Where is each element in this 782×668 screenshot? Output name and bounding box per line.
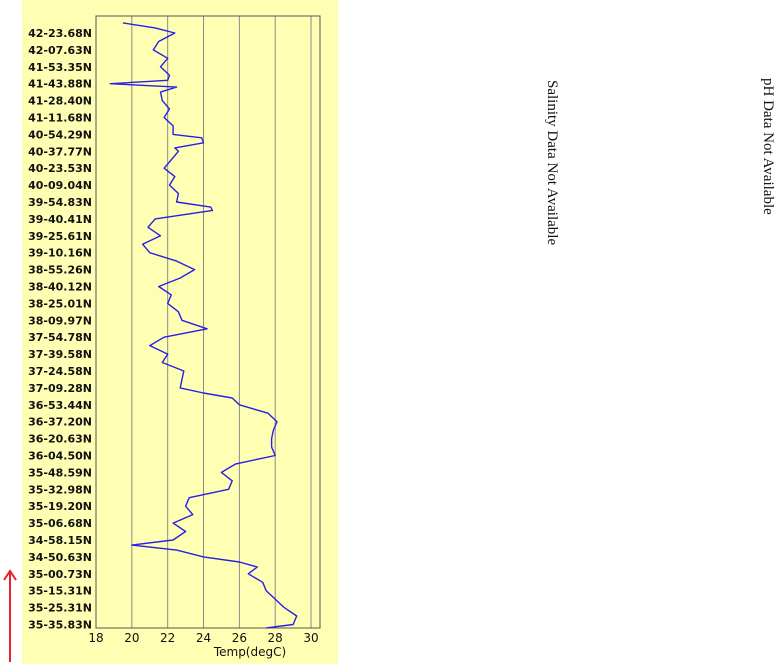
direction-arrow	[3, 569, 17, 662]
y-tick-label: 40-37.77N	[28, 145, 92, 158]
y-tick-label: 42-07.63N	[28, 44, 92, 57]
y-tick-label: 42-23.68N	[28, 27, 92, 40]
y-tick-label: 38-09.97N	[28, 314, 92, 327]
y-tick-label: 39-54.83N	[28, 196, 92, 209]
y-tick-label: 36-53.44N	[28, 399, 92, 412]
y-tick-label: 41-11.68N	[28, 112, 92, 125]
x-tick-label: 18	[88, 631, 103, 645]
y-tick-label: 37-54.78N	[28, 331, 92, 344]
y-tick-label: 37-39.58N	[28, 348, 92, 361]
y-tick-label: 39-40.41N	[28, 213, 92, 226]
y-tick-label: 37-09.28N	[28, 382, 92, 395]
plot-frame	[95, 15, 321, 629]
y-tick-label: 35-25.31N	[28, 602, 92, 615]
y-tick-label: 39-25.61N	[28, 230, 92, 243]
y-tick-label: 41-28.40N	[28, 95, 92, 108]
y-tick-label: 38-40.12N	[28, 281, 92, 294]
ph-unavailable-note: pH Data Not Available	[760, 78, 776, 215]
direction-arrow-head	[3, 569, 17, 581]
y-tick-label: 35-06.68N	[28, 517, 92, 530]
y-tick-label: 35-32.98N	[28, 483, 92, 496]
y-tick-label: 35-19.20N	[28, 500, 92, 513]
x-tick-label: 24	[196, 631, 211, 645]
salinity-unavailable-note: Salinity Data Not Available	[544, 80, 560, 246]
y-tick-label: 36-37.20N	[28, 416, 92, 429]
temperature-profile-chart: 42-23.68N 42-07.63N 41-53.35N 41-43.88N 41-2…	[28, 15, 321, 659]
y-tick-label: 40-09.04N	[28, 179, 92, 192]
y-tick-label: 35-15.31N	[28, 585, 92, 598]
y-tick-label: 34-58.15N	[28, 534, 92, 547]
y-tick-label: 41-53.35N	[28, 61, 92, 74]
y-tick-label: 35-35.83N	[28, 619, 92, 632]
y-tick-label: 38-55.26N	[28, 264, 92, 277]
x-tick-label: 28	[268, 631, 283, 645]
x-tick-label: 30	[303, 631, 318, 645]
y-tick-label: 35-48.59N	[28, 466, 92, 479]
y-tick-label: 35-00.73N	[28, 568, 92, 581]
y-tick-label: 34-50.63N	[28, 551, 92, 564]
temperature-series-line	[109, 22, 298, 629]
y-tick-label: 36-20.63N	[28, 433, 92, 446]
y-tick-label: 40-54.29N	[28, 128, 92, 141]
x-tick-label: 20	[124, 631, 139, 645]
y-tick-label: 37-24.58N	[28, 365, 92, 378]
y-tick-label: 41-43.88N	[28, 78, 92, 91]
x-tick-label: 22	[160, 631, 175, 645]
x-axis-label: Temp(degC)	[213, 645, 286, 659]
y-tick-label: 38-25.01N	[28, 297, 92, 310]
temperature-chart-panel: 42-23.68N 42-07.63N 41-53.35N 41-43.88N 41-2…	[22, 0, 338, 664]
y-tick-label: 36-04.50N	[28, 450, 92, 463]
y-tick-label: 40-23.53N	[28, 162, 92, 175]
x-tick-label: 26	[232, 631, 247, 645]
y-tick-label: 39-10.16N	[28, 247, 92, 260]
